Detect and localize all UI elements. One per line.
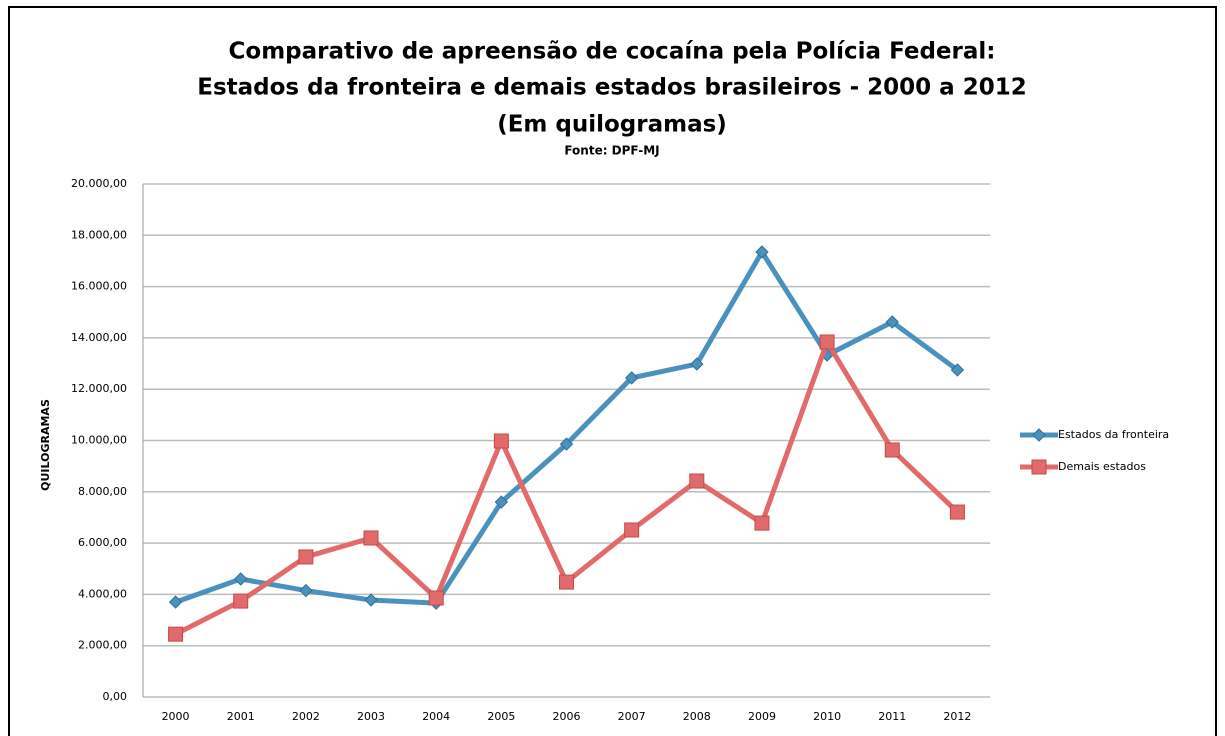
- marker: [754, 515, 770, 531]
- chart-title: (Em quilogramas): [497, 112, 727, 138]
- x-tick-label: 2001: [227, 710, 255, 723]
- marker: [755, 245, 769, 259]
- marker: [950, 363, 965, 377]
- marker: [1032, 428, 1046, 442]
- marker: [299, 583, 313, 598]
- x-tick-label: 2002: [292, 710, 320, 723]
- legend-label: Demais estados: [1058, 460, 1146, 473]
- marker: [493, 433, 509, 449]
- marker: [364, 593, 378, 607]
- marker: [428, 590, 444, 606]
- y-tick-label: 16.000,00: [71, 280, 127, 293]
- x-tick-label: 2010: [813, 710, 841, 723]
- marker: [1031, 459, 1047, 475]
- y-tick-label: 6.000,00: [78, 536, 127, 549]
- x-tick-label: 2008: [683, 710, 711, 723]
- x-tick-label: 2005: [487, 710, 515, 723]
- x-tick-label: 2004: [422, 710, 450, 723]
- marker: [168, 626, 184, 642]
- marker: [168, 595, 183, 609]
- x-tick-label: 2009: [748, 710, 776, 723]
- legend-label: Estados da fronteira: [1058, 428, 1169, 441]
- marker: [624, 371, 639, 385]
- y-tick-label: 14.000,00: [71, 331, 127, 344]
- y-tick-label: 0,00: [103, 690, 128, 703]
- x-tick-label: 2012: [943, 710, 971, 723]
- marker: [689, 473, 705, 489]
- y-tick-label: 20.000,00: [71, 177, 127, 190]
- y-tick-label: 10.000,00: [71, 434, 127, 447]
- chart-title: Comparativo de apreensão de cocaína pela…: [229, 39, 996, 65]
- marker: [559, 437, 574, 451]
- chart-subtitle: Fonte: DPF-MJ: [564, 144, 659, 158]
- y-tick-label: 12.000,00: [71, 382, 127, 395]
- marker: [363, 530, 379, 546]
- x-tick-label: 2003: [357, 710, 385, 723]
- marker: [819, 334, 835, 350]
- marker: [624, 522, 640, 538]
- x-tick-label: 2011: [878, 710, 906, 723]
- chart-title: Estados da fronteira e demais estados br…: [197, 75, 1026, 101]
- x-tick-label: 2000: [162, 710, 190, 723]
- y-tick-label: 2.000,00: [78, 639, 127, 652]
- marker: [298, 549, 314, 565]
- y-tick-label: 18.000,00: [71, 228, 127, 241]
- marker: [234, 572, 248, 586]
- x-tick-label: 2007: [618, 710, 646, 723]
- marker: [559, 574, 574, 590]
- marker: [494, 495, 509, 509]
- y-tick-label: 8.000,00: [78, 485, 127, 498]
- marker: [885, 315, 899, 329]
- marker: [884, 442, 900, 458]
- x-tick-label: 2006: [553, 710, 581, 723]
- y-axis-label: QUILOGRAMAS: [39, 399, 52, 491]
- marker: [949, 504, 965, 520]
- marker: [233, 593, 249, 609]
- y-tick-label: 4.000,00: [78, 587, 127, 600]
- marker: [690, 357, 704, 371]
